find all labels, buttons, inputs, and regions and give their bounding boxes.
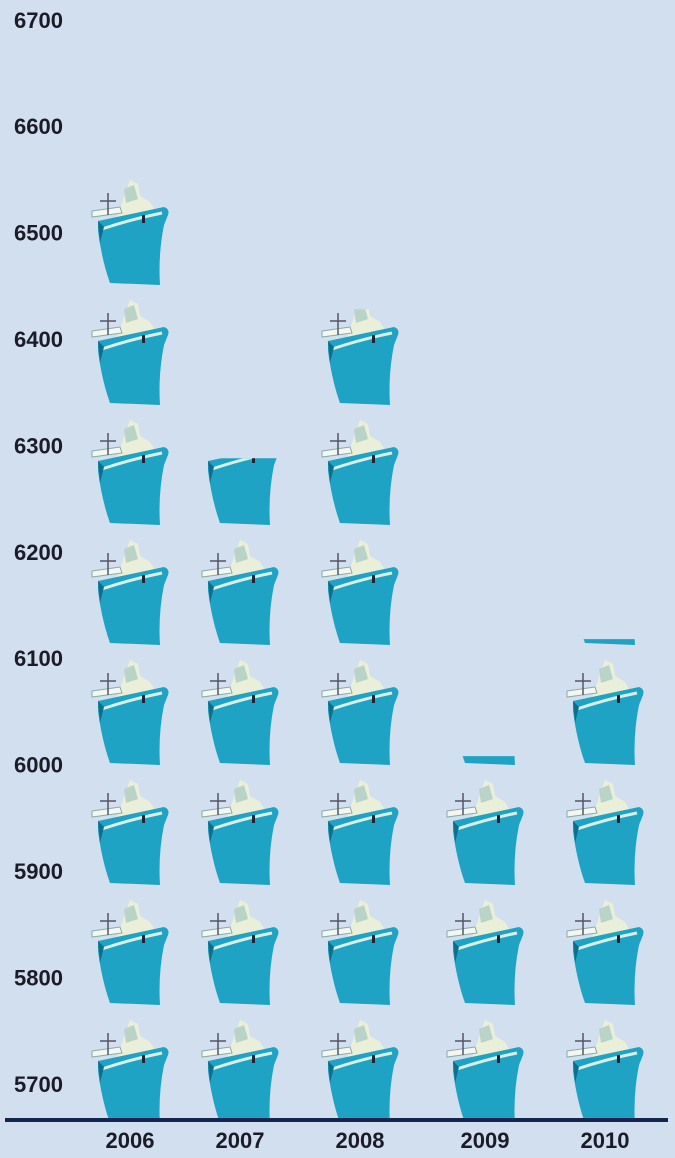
ship-icon <box>92 660 169 765</box>
chart: 5700 5800 5900 6000 6100 6200 6300 6400 6500 6600… <box>0 0 675 1158</box>
ship-icon <box>322 540 399 645</box>
ship-icon <box>202 540 279 645</box>
ship-icon <box>447 660 524 765</box>
y-tick-label: 6500 <box>14 221 63 246</box>
ship-icon <box>92 780 169 885</box>
ship-icon <box>92 420 169 525</box>
y-tick-label: 5800 <box>14 965 63 990</box>
ship-icon <box>322 780 399 885</box>
ship-stack <box>202 420 279 1125</box>
ship-icon <box>202 660 279 765</box>
ship-icon <box>322 1020 399 1125</box>
y-tick-label: 6300 <box>14 433 63 458</box>
x-tick-label: 2009 <box>461 1128 510 1153</box>
x-tick-label: 2008 <box>336 1128 385 1153</box>
ship-icon <box>567 1020 644 1125</box>
ship-icon <box>92 300 169 405</box>
x-tick-label: 2007 <box>216 1128 265 1153</box>
ship-icon <box>447 780 524 885</box>
ship-icon <box>322 660 399 765</box>
y-tick-label: 6100 <box>14 646 63 671</box>
ship-icon <box>92 180 169 285</box>
y-tick-label: 6700 <box>14 8 63 33</box>
ship-icon <box>202 420 279 525</box>
ship-icon <box>92 900 169 1005</box>
ship-stack <box>92 180 169 1125</box>
ship-icon <box>567 540 644 645</box>
y-tick-label: 5900 <box>14 859 63 884</box>
y-tick-label: 6400 <box>14 327 63 352</box>
ship-icon <box>567 900 644 1005</box>
ship-icon <box>447 900 524 1005</box>
x-tick-label: 2006 <box>106 1128 155 1153</box>
ship-icon <box>567 780 644 885</box>
ship-stack <box>567 540 644 1125</box>
y-tick-label: 6200 <box>14 540 63 565</box>
ship-icon <box>92 540 169 645</box>
y-tick-label: 6600 <box>14 114 63 139</box>
ship-icon <box>92 1020 169 1125</box>
y-tick-label: 5700 <box>14 1072 63 1097</box>
ship-icon <box>567 660 644 765</box>
ship-icon <box>202 780 279 885</box>
ship-icon <box>322 300 399 405</box>
ship-icon <box>202 900 279 1005</box>
ship-icon <box>447 1020 524 1125</box>
ship-stack <box>322 300 399 1125</box>
ship-icon <box>322 420 399 525</box>
y-tick-label: 6000 <box>14 753 63 778</box>
ship-stack <box>447 660 524 1125</box>
ship-icon <box>202 1020 279 1125</box>
plot-area <box>92 180 644 1125</box>
ship-icon <box>322 900 399 1005</box>
x-tick-label: 2010 <box>581 1128 630 1153</box>
